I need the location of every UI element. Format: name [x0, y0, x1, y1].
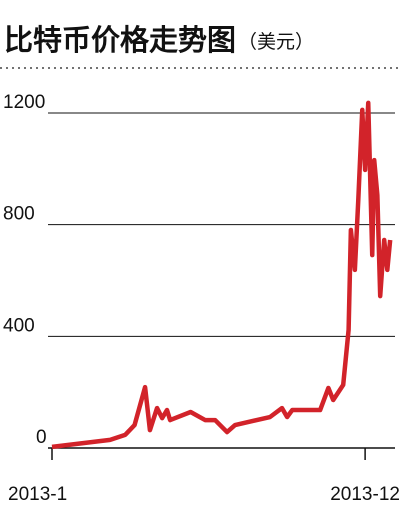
y-tick-label: 400: [3, 315, 35, 336]
price-line: [51, 100, 393, 450]
y-tick-label: 800: [3, 204, 35, 225]
y-tick-label: 1200: [3, 92, 45, 113]
chart-title: 比特币价格走势图: [4, 23, 236, 57]
chart-subtitle: （美元）: [238, 31, 314, 53]
x-tick-label: 2013-1: [8, 484, 67, 505]
y-tick-label: 0: [36, 427, 47, 448]
x-tick-label: 2013-12: [330, 484, 400, 505]
